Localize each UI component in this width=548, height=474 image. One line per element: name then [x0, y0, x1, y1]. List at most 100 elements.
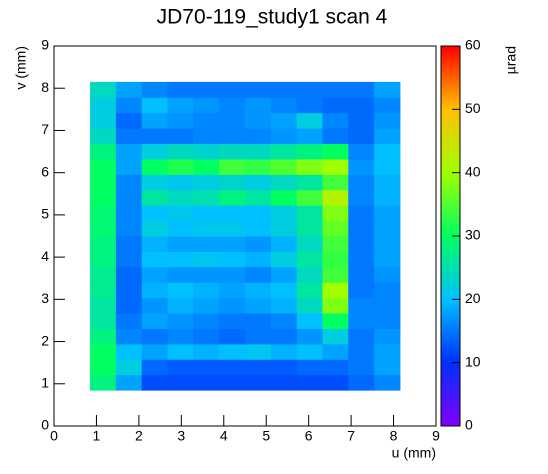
heatmap-cell — [90, 143, 117, 160]
x-tick-label: 6 — [305, 428, 313, 444]
heatmap-cell — [141, 359, 169, 376]
heatmap-cell — [167, 189, 194, 206]
heatmap-cell — [115, 112, 143, 129]
heatmap-cell — [374, 174, 401, 191]
heatmap-cell — [115, 220, 143, 237]
heatmap-cell — [348, 189, 375, 206]
heatmap-cell — [141, 328, 169, 345]
heatmap-cell — [374, 143, 401, 160]
heatmap-cell — [193, 81, 220, 98]
heatmap-cell — [322, 297, 349, 314]
heatmap-cell — [115, 158, 143, 175]
heatmap-cell — [348, 236, 375, 252]
heatmap-cell — [270, 143, 298, 160]
heatmap-cell — [167, 266, 194, 283]
heatmap-cell — [245, 220, 272, 237]
heatmap-cell — [322, 313, 349, 329]
heatmap-cell — [115, 97, 143, 114]
heatmap-cell — [374, 112, 401, 129]
heatmap-cell — [90, 158, 117, 175]
heatmap-cell — [322, 282, 349, 299]
heatmap-cell — [348, 266, 375, 283]
heatmap-cell — [296, 251, 323, 268]
heatmap-cell — [141, 81, 169, 98]
heatmap-cell — [348, 343, 375, 360]
heatmap-cell — [167, 97, 194, 114]
heatmap-cell — [219, 81, 246, 98]
heatmap-cell — [374, 251, 401, 268]
heatmap-cell — [193, 189, 220, 206]
x-tick-label: 8 — [390, 428, 398, 444]
heatmap-cell — [270, 374, 298, 391]
heatmap-cell — [115, 205, 143, 222]
heatmap-cell — [219, 328, 246, 345]
heatmap-cell — [296, 112, 323, 129]
heatmap-cell — [296, 174, 323, 191]
heatmap-cell — [245, 128, 272, 145]
heatmap-cell — [90, 282, 117, 299]
heatmap-cell — [348, 205, 375, 222]
heatmap-cell — [115, 174, 143, 191]
heatmap-cell — [141, 97, 169, 114]
x-tick-label: 2 — [135, 428, 143, 444]
heatmap-cell — [193, 128, 220, 145]
heatmap-cell — [141, 297, 169, 314]
heatmap-cell — [322, 374, 349, 391]
heatmap-cell — [219, 313, 246, 329]
heatmap-cell — [219, 97, 246, 114]
heatmap-cell — [90, 297, 117, 314]
heatmap-cell — [90, 112, 117, 129]
heatmap-cell — [167, 112, 194, 129]
colorbar-tick-label: 40 — [465, 163, 481, 179]
heatmap-cell — [90, 174, 117, 191]
heatmap-cell — [270, 205, 298, 222]
heatmap-cell — [270, 128, 298, 145]
colorbar-tick-label: 60 — [465, 37, 481, 53]
heatmap-cell — [193, 236, 220, 252]
colorbar-tick-label: 50 — [465, 100, 481, 116]
heatmap-cell — [270, 81, 298, 98]
colorbar-tick-label: 20 — [465, 290, 481, 306]
heatmap-cell — [167, 343, 194, 360]
heatmap-cell — [115, 189, 143, 206]
heatmap-cell — [219, 343, 246, 360]
heatmap-cell — [322, 266, 349, 283]
heatmap-cell — [270, 343, 298, 360]
heatmap-cell — [167, 251, 194, 268]
heatmap-cell — [296, 313, 323, 329]
heatmap-cell — [270, 282, 298, 299]
heatmap-cell — [141, 174, 169, 191]
y-tick-label: 4 — [41, 248, 49, 264]
heatmap-cell — [141, 266, 169, 283]
heatmap-cell — [167, 328, 194, 345]
heatmap-cell — [90, 205, 117, 222]
heatmap-cell — [348, 297, 375, 314]
heatmap-cell — [193, 328, 220, 345]
heatmap-cell — [115, 143, 143, 160]
heatmap-cell — [374, 359, 401, 376]
colorbar-tick-label: 10 — [465, 353, 481, 369]
colorbar-tick-label: 0 — [465, 417, 473, 433]
heatmap-cell — [193, 282, 220, 299]
heatmap-cell — [245, 313, 272, 329]
heatmap-cell — [270, 97, 298, 114]
heatmap-cell — [322, 251, 349, 268]
heatmap-cell — [141, 143, 169, 160]
heatmap-cell — [374, 328, 401, 345]
heatmap-cell — [374, 282, 401, 299]
x-tick-label: 0 — [50, 428, 58, 444]
heatmap-cell — [374, 374, 401, 391]
heatmap-cell — [374, 205, 401, 222]
heatmap-cell — [322, 143, 349, 160]
heatmap-cell — [141, 205, 169, 222]
heatmap-cell — [296, 343, 323, 360]
heatmap-cell — [115, 236, 143, 252]
heatmap-cell — [193, 251, 220, 268]
x-tick-label: 4 — [220, 428, 228, 444]
heatmap-cell — [374, 97, 401, 114]
heatmap-cell — [270, 158, 298, 175]
heatmap-cell — [115, 313, 143, 329]
heatmap-cell — [348, 220, 375, 237]
heatmap-cell — [115, 359, 143, 376]
heatmap-cell — [374, 343, 401, 360]
